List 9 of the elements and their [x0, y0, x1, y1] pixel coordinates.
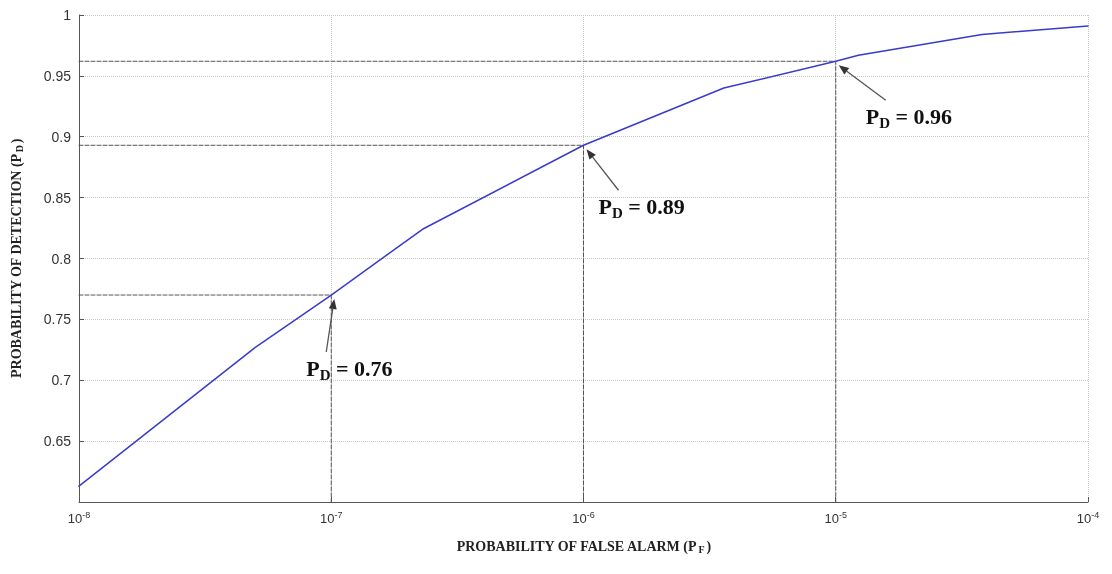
y-tick-label: 1: [63, 7, 72, 23]
y-tick-label: 0.8: [51, 250, 72, 267]
y-tick-label: 0.95: [43, 67, 72, 84]
y-tick-label: 0.85: [43, 189, 72, 206]
y-tick-label: 0.65: [43, 433, 72, 450]
y-tick-label: 0.7: [51, 372, 72, 389]
y-tick-label: 0.9: [51, 128, 72, 145]
y-axis-title: PROBABILITY OF DETECTION (PD): [8, 138, 25, 379]
y-tick-label: 0.75: [43, 311, 72, 328]
